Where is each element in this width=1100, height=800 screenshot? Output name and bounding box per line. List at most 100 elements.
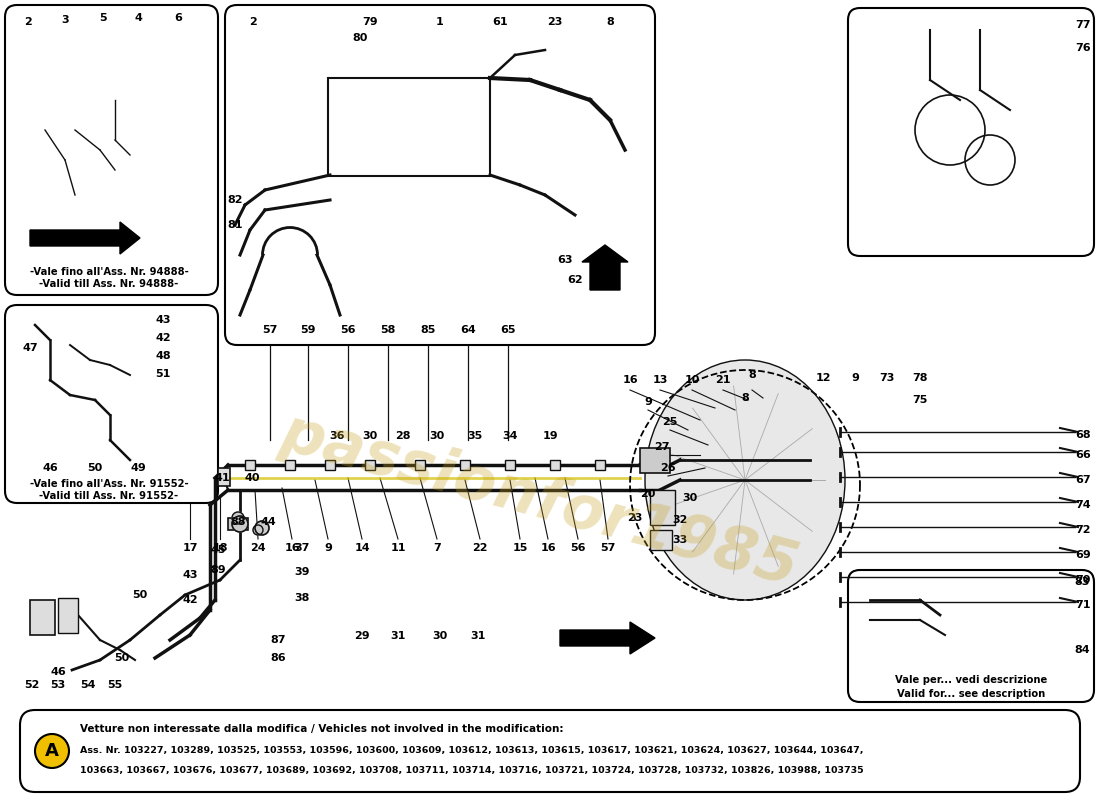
Text: 83: 83: [1075, 577, 1090, 587]
Text: 46: 46: [42, 463, 58, 473]
Text: 72: 72: [1076, 525, 1091, 535]
Text: 9: 9: [645, 397, 652, 407]
Text: Valid for... see description: Valid for... see description: [896, 689, 1045, 699]
Bar: [640, 448, 670, 473]
Text: 82: 82: [228, 195, 243, 205]
Text: 74: 74: [1075, 500, 1091, 510]
Text: 103663, 103667, 103676, 103677, 103689, 103692, 103708, 103711, 103714, 103716, : 103663, 103667, 103676, 103677, 103689, …: [80, 766, 864, 774]
Text: -Valid till Ass. Nr. 94888-: -Valid till Ass. Nr. 94888-: [40, 279, 178, 289]
Bar: [460, 460, 470, 470]
Text: A: A: [45, 742, 59, 760]
Text: 18: 18: [212, 543, 228, 553]
Bar: [365, 460, 375, 470]
Text: passionfor1985: passionfor1985: [275, 402, 805, 598]
Text: 28: 28: [395, 431, 410, 441]
Text: 67: 67: [1075, 475, 1091, 485]
Text: 36: 36: [329, 431, 344, 441]
Text: 63: 63: [558, 255, 573, 265]
Text: 47: 47: [22, 343, 37, 353]
Text: 1: 1: [436, 17, 444, 27]
Text: 78: 78: [912, 373, 927, 383]
Text: 24: 24: [250, 543, 266, 553]
Circle shape: [255, 521, 270, 535]
Text: 43: 43: [155, 315, 170, 325]
Text: 13: 13: [652, 375, 668, 385]
Circle shape: [232, 512, 244, 524]
Text: 50: 50: [132, 590, 147, 600]
Bar: [245, 460, 255, 470]
Text: 84: 84: [1075, 645, 1090, 655]
Text: 8: 8: [606, 17, 614, 27]
Text: 21: 21: [715, 375, 730, 385]
Text: 56: 56: [570, 543, 585, 553]
Bar: [415, 460, 425, 470]
Text: 3: 3: [62, 15, 69, 25]
Circle shape: [253, 525, 263, 535]
Text: 16: 16: [284, 543, 300, 553]
Text: 34: 34: [503, 431, 518, 441]
Text: 87: 87: [271, 635, 286, 645]
Text: 55: 55: [108, 680, 122, 690]
Text: 42: 42: [183, 595, 198, 605]
Text: 42: 42: [155, 333, 170, 343]
Text: 43: 43: [183, 570, 198, 580]
Text: 31: 31: [471, 631, 486, 641]
Text: 62: 62: [568, 275, 583, 285]
Polygon shape: [582, 245, 628, 290]
Text: 20: 20: [640, 489, 656, 499]
Bar: [218, 468, 230, 486]
Text: 58: 58: [381, 325, 396, 335]
FancyBboxPatch shape: [20, 710, 1080, 792]
Bar: [285, 460, 295, 470]
Text: 19: 19: [542, 431, 558, 441]
Text: 16: 16: [540, 543, 556, 553]
FancyBboxPatch shape: [848, 570, 1094, 702]
Text: 5: 5: [99, 13, 107, 23]
Bar: [860, 30, 1060, 210]
Text: 16: 16: [623, 375, 638, 385]
Text: 53: 53: [51, 680, 66, 690]
Text: 31: 31: [390, 631, 406, 641]
Text: 77: 77: [1076, 20, 1091, 30]
Text: 76: 76: [1075, 43, 1091, 53]
Text: 15: 15: [513, 543, 528, 553]
Text: 50: 50: [87, 463, 102, 473]
Text: 14: 14: [354, 543, 370, 553]
Text: 60: 60: [603, 253, 618, 263]
Text: 89: 89: [210, 565, 225, 575]
Text: 11: 11: [390, 543, 406, 553]
Bar: [650, 490, 675, 525]
Bar: [230, 20, 320, 150]
Text: 49: 49: [130, 463, 146, 473]
Text: 51: 51: [155, 369, 170, 379]
Bar: [128, 160, 196, 228]
Text: 61: 61: [492, 17, 508, 27]
Text: 7: 7: [433, 543, 441, 553]
Text: 30: 30: [432, 631, 448, 641]
Text: 52: 52: [24, 680, 40, 690]
Text: 48: 48: [155, 351, 170, 361]
Text: Ass. Nr. 103227, 103289, 103525, 103553, 103596, 103600, 103609, 103612, 103613,: Ass. Nr. 103227, 103289, 103525, 103553,…: [80, 746, 864, 754]
Bar: [505, 460, 515, 470]
Text: 22: 22: [472, 543, 487, 553]
Text: 46: 46: [51, 667, 66, 677]
Text: 59: 59: [300, 325, 316, 335]
Text: Vale per... vedi descrizione: Vale per... vedi descrizione: [895, 675, 1047, 685]
Text: 44: 44: [260, 517, 276, 527]
FancyBboxPatch shape: [848, 8, 1094, 256]
Text: 41: 41: [214, 473, 230, 483]
Bar: [58, 598, 78, 633]
Bar: [228, 518, 248, 530]
Text: 27: 27: [654, 442, 670, 452]
Circle shape: [232, 516, 248, 532]
Circle shape: [965, 135, 1015, 185]
Text: 79: 79: [362, 17, 377, 27]
Text: 30: 30: [362, 431, 377, 441]
Text: 25: 25: [662, 417, 678, 427]
Text: 37: 37: [295, 543, 310, 553]
Text: 45: 45: [210, 545, 225, 555]
Text: 2: 2: [24, 17, 32, 27]
Bar: [550, 460, 560, 470]
Text: 40: 40: [244, 473, 260, 483]
Text: 17: 17: [183, 543, 198, 553]
